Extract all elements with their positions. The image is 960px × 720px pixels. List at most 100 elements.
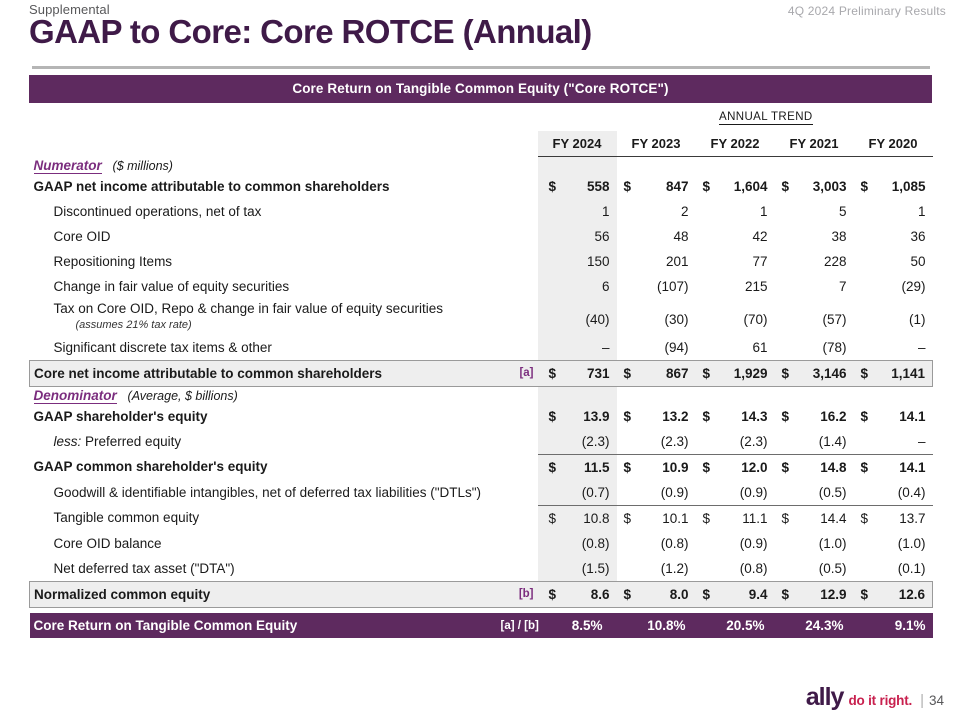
cell-fy2023: (0.8) [660, 535, 689, 551]
supplemental-label: Supplemental [29, 2, 110, 17]
cell-fy2021: 228 [823, 253, 847, 269]
cell-fy2024: 56 [537, 223, 617, 249]
cell-fy2021: 24.3% [774, 613, 854, 638]
cell-fy2024: (2.3) [537, 428, 617, 454]
row-label: Core OID balance [53, 535, 162, 551]
cell-fy2020: 1 [917, 203, 926, 219]
row-label: Preferred equity [85, 433, 182, 449]
cell-fy2023: (30) [664, 311, 689, 327]
footer: ally do it right. | 34 [806, 683, 944, 712]
cell-fy2020: (1.0) [897, 535, 926, 551]
row-label: Change in fair value of equity securitie… [53, 278, 290, 294]
cell-fy2020: (1) [909, 311, 926, 327]
cell-fy2020: $14.1 [860, 408, 926, 424]
table-row: Core OID balance (0.8) (0.8) (0.9) (1.0)… [30, 530, 933, 556]
cell-fy2020: $1,141 [853, 359, 933, 387]
column-header-fy2022: FY 2022 [695, 131, 775, 157]
ally-tagline: do it right. [848, 693, 913, 708]
numerator-section-header: Numerator ($ millions) [30, 156, 933, 174]
table-band-title: Core Return on Tangible Common Equity ("… [29, 75, 932, 103]
cell-fy2024: 8.5% [537, 613, 617, 638]
denominator-section-header: Denominator (Average, $ billions) [30, 386, 933, 404]
cell-fy2020: (29) [901, 278, 926, 294]
cell-fy2023: $867 [616, 359, 696, 387]
cell-fy2023: (1.2) [660, 560, 689, 576]
cell-fy2021: (57) [822, 311, 847, 327]
cell-fy2022: 77 [752, 253, 768, 269]
row-label: Normalized common equity [29, 580, 500, 608]
cell-fy2020: 36 [910, 228, 926, 244]
cell-fy2022: (70) [743, 311, 768, 327]
cell-fy2024: 6 [537, 273, 617, 299]
row-label: Goodwill & identifiable intangibles, net… [53, 484, 482, 500]
cell-fy2023: (107) [656, 278, 689, 294]
cell-fy2022: $11.1 [695, 504, 775, 531]
table-row: Change in fair value of equity securitie… [30, 273, 933, 299]
row-label: Significant discrete tax items & other [53, 339, 272, 355]
row-label: Core OID [53, 228, 111, 244]
row-label: GAAP common shareholder's equity [33, 459, 268, 475]
cell-fy2020: $14.1 [853, 453, 933, 480]
row-label: Core Return on Tangible Common Equity [29, 613, 500, 638]
cell-fy2021: 5 [838, 203, 847, 219]
cell-fy2022: 20.5% [695, 613, 775, 638]
cell-fy2020: – [917, 433, 926, 449]
reference-tag-ab: [a] / [b] [499, 613, 539, 638]
table-row: Goodwill & identifiable intangibles, net… [30, 479, 933, 505]
cell-fy2023: 2 [680, 203, 689, 219]
cell-fy2024: – [537, 334, 617, 360]
cell-fy2022: (2.3) [739, 433, 768, 449]
cell-fy2024: (0.7) [537, 479, 617, 505]
table-row: GAAP shareholder's equity $13.9 $13.2 $1… [30, 403, 933, 429]
cell-fy2022: 1 [759, 203, 768, 219]
column-header-fy2023: FY 2023 [616, 131, 696, 157]
column-header-fy2020: FY 2020 [853, 131, 933, 157]
cell-fy2024: 150 [537, 248, 617, 274]
cell-fy2023: 48 [673, 228, 689, 244]
cell-fy2020: – [917, 339, 926, 355]
row-label: GAAP shareholder's equity [33, 408, 208, 424]
table-row: GAAP net income attributable to common s… [30, 173, 933, 199]
table-row: Significant discrete tax items & other –… [30, 334, 933, 360]
row-label-prefix: less: [53, 433, 82, 449]
cell-fy2024: 1 [537, 198, 617, 224]
cell-fy2020: (0.1) [897, 560, 926, 576]
deck-label: 4Q 2024 Preliminary Results [787, 4, 946, 18]
numerator-label: Numerator [33, 157, 102, 174]
numerator-unit: ($ millions) [112, 158, 173, 173]
cell-fy2024: $10.8 [537, 504, 617, 531]
numerator-total-row: Core net income attributable to common s… [29, 359, 933, 387]
reference-tag-b: [b] [499, 580, 538, 608]
cell-fy2022: 61 [752, 339, 768, 355]
cell-fy2021: $16.2 [781, 408, 847, 424]
cell-fy2021: (78) [822, 339, 847, 355]
table-row-tax: Tax on Core OID, Repo & change in fair v… [30, 298, 933, 335]
cell-fy2023: $13.2 [623, 408, 689, 424]
core-rotce-result-row: Core Return on Tangible Common Equity [a… [29, 613, 933, 638]
cell-fy2021: $3,146 [774, 359, 854, 387]
denominator-total-row: Normalized common equity [b] $8.6 $8.0 $… [29, 580, 933, 608]
cell-fy2021: (1.4) [818, 433, 847, 449]
cell-fy2023: (2.3) [660, 433, 689, 449]
table-row: Core OID 56 48 42 38 36 [30, 223, 933, 249]
reference-tag-a: [a] [499, 359, 538, 387]
row-label: Discontinued operations, net of tax [53, 203, 262, 219]
row-label: GAAP net income attributable to common s… [33, 178, 390, 194]
denominator-unit: (Average, $ billions) [127, 388, 238, 403]
footer-divider: | [920, 692, 924, 709]
cell-fy2021: $12.9 [774, 580, 854, 608]
cell-fy2021: 7 [838, 278, 847, 294]
rotce-table: Core Return on Tangible Common Equity ("… [29, 75, 933, 638]
table-row-subtotal: Tangible common equity $10.8 $10.1 $11.1… [30, 504, 933, 531]
cell-fy2024: (1.5) [537, 555, 617, 581]
cell-fy2023: 10.8% [616, 613, 696, 638]
cell-fy2024: $13.9 [537, 403, 617, 429]
cell-fy2024: $558 [537, 173, 617, 199]
row-subnote: (assumes 21% tax rate) [75, 318, 192, 331]
cell-fy2023: (0.9) [660, 484, 689, 500]
cell-fy2023: (94) [664, 339, 689, 355]
cell-fy2024: (40) [537, 298, 617, 335]
denominator-label: Denominator [33, 387, 117, 404]
cell-fy2020: $13.7 [853, 504, 933, 531]
